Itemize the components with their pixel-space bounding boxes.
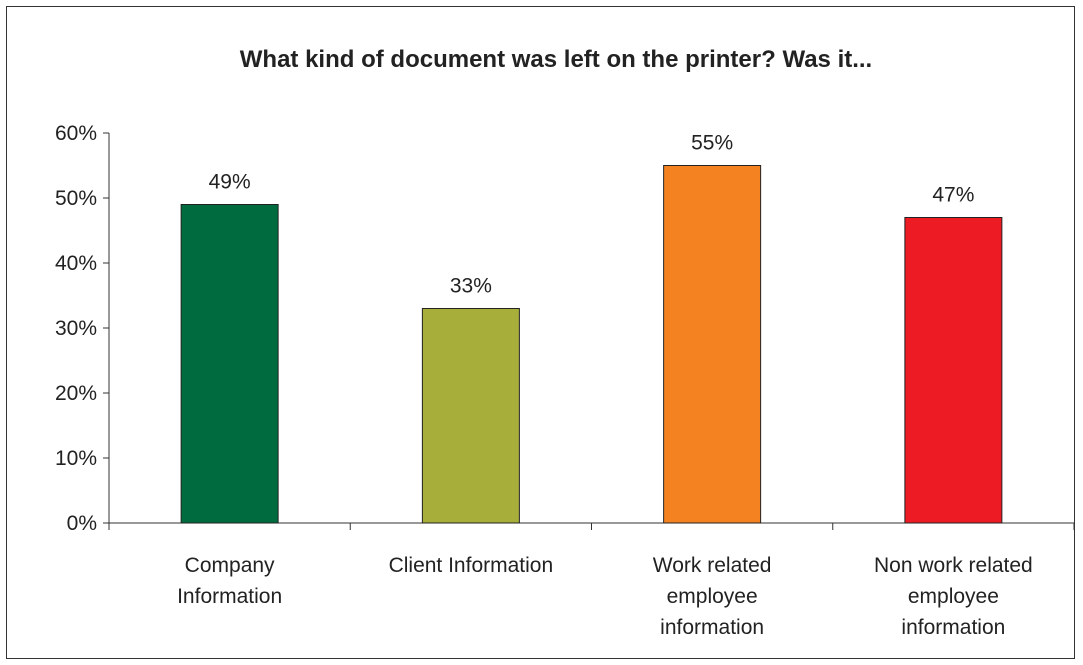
bars	[180, 165, 1003, 524]
data-label: 55%	[691, 132, 733, 155]
y-tick-label: 40%	[55, 252, 97, 275]
y-tick-label: 10%	[55, 447, 97, 470]
bar-chart: What kind of document was left on the pr…	[55, 46, 1075, 639]
y-tick-label: 30%	[55, 317, 97, 340]
category-labels: Company Information Client Information Work…	[177, 554, 1033, 639]
category-label: Client Information	[389, 554, 554, 577]
bar	[421, 308, 520, 524]
category-label: Work related employee information	[653, 554, 772, 639]
bar	[180, 204, 279, 524]
data-labels: 49% 33% 55% 47%	[209, 132, 975, 298]
category-label: Non work related employee information	[874, 554, 1033, 639]
data-label: 33%	[450, 275, 492, 298]
chart-frame: What kind of document was left on the pr…	[6, 6, 1075, 659]
y-tick-label: 60%	[55, 122, 97, 145]
category-label: Company Information	[177, 554, 282, 608]
y-tick-label: 0%	[67, 512, 97, 535]
bar	[904, 217, 1003, 524]
chart-title: What kind of document was left on the pr…	[240, 46, 872, 73]
data-label: 47%	[932, 184, 974, 207]
data-label: 49%	[209, 171, 251, 194]
bar	[663, 165, 762, 524]
y-tick-label: 20%	[55, 382, 97, 405]
y-tick-label: 50%	[55, 187, 97, 210]
